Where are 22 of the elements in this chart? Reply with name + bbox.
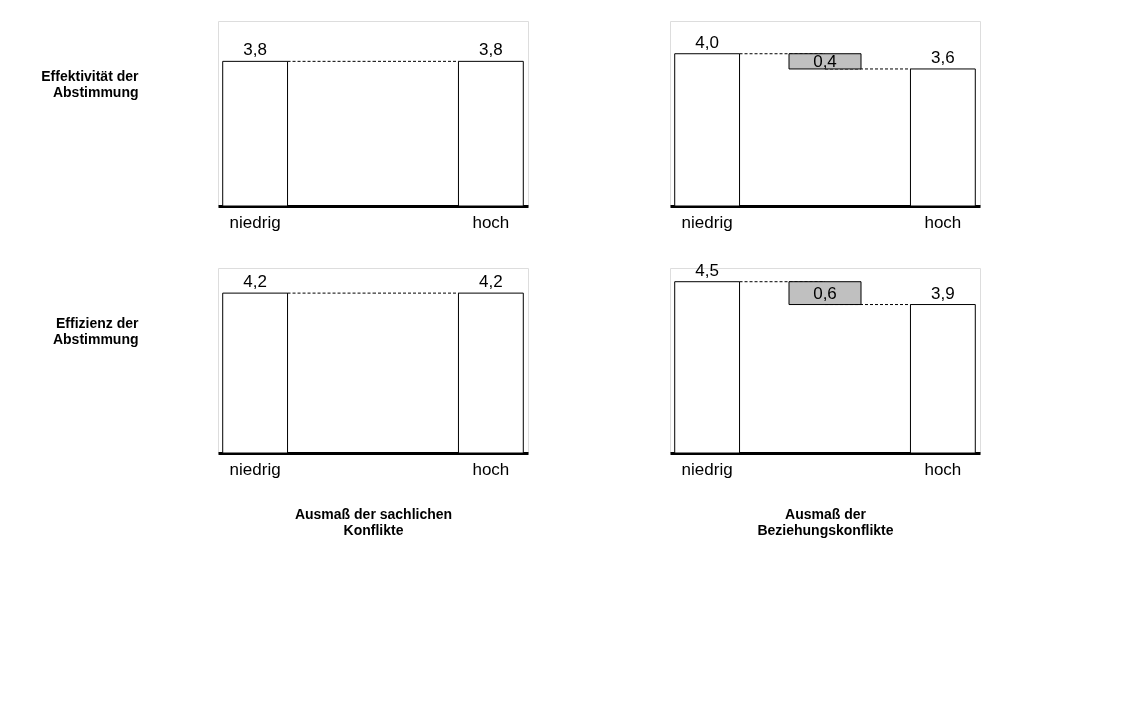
data-label: 3,9 bbox=[931, 283, 955, 303]
x-tick-label: niedrig bbox=[681, 459, 733, 479]
data-label: 4,5 bbox=[695, 260, 719, 280]
x-tick-label: hoch bbox=[472, 459, 510, 479]
x-tick-label: hoch bbox=[472, 212, 510, 232]
annotation: 0,6 bbox=[813, 284, 837, 304]
annotation: 0,4 bbox=[813, 52, 837, 72]
data-label: 3,8 bbox=[243, 40, 267, 60]
x-tick-label: niedrig bbox=[681, 212, 733, 232]
data-label: 4,2 bbox=[479, 272, 503, 292]
x-tick-label: niedrig bbox=[229, 459, 281, 479]
data-label: 4,0 bbox=[695, 32, 719, 52]
y-axis-title: Effizienz der Abstimmung bbox=[52, 315, 140, 347]
x-tick-label: niedrig bbox=[229, 212, 281, 232]
x-tick-label: hoch bbox=[924, 459, 962, 479]
x-tick-label: hoch bbox=[924, 212, 962, 232]
data-label: 3,6 bbox=[931, 47, 955, 67]
y-axis-title: Effektivität der Abstimmung bbox=[41, 68, 140, 100]
data-label: 3,8 bbox=[479, 40, 503, 60]
x-axis-title: Ausmaß der sachlichen Konflikte bbox=[294, 505, 453, 538]
data-label: 4,2 bbox=[243, 272, 267, 292]
x-axis-title: Ausmaß der Beziehungskonflikte bbox=[757, 505, 894, 538]
